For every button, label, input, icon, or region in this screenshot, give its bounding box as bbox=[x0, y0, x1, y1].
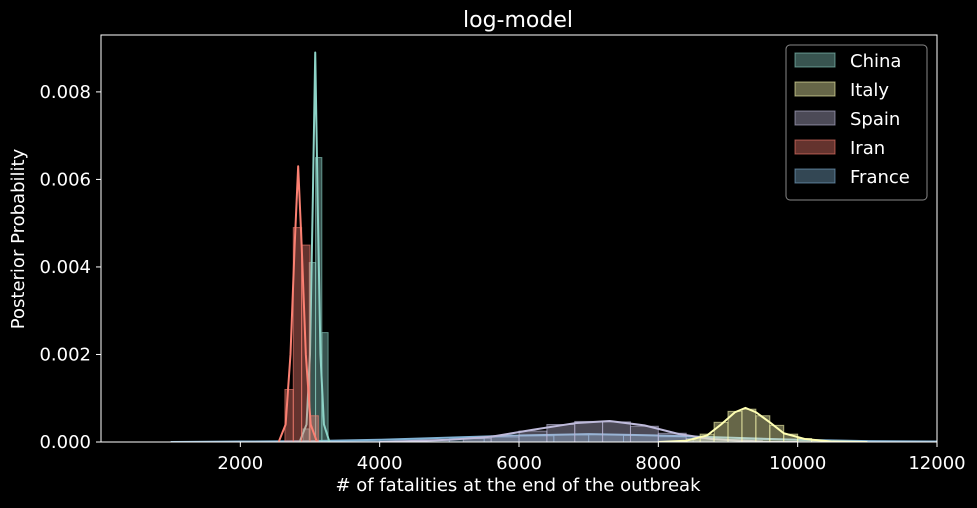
x-tick-label: 12000 bbox=[908, 453, 965, 474]
x-axis-label: # of fatalities at the end of the outbre… bbox=[335, 475, 701, 496]
x-tick-label: 8000 bbox=[635, 453, 681, 474]
y-tick-label: 0.002 bbox=[39, 344, 91, 365]
legend-swatch-china bbox=[795, 53, 835, 67]
legend: China Italy Spain Iran France bbox=[786, 45, 927, 200]
legend-swatch-iran bbox=[795, 140, 835, 154]
y-tick-label: 0.004 bbox=[39, 257, 91, 278]
y-axis-label: Posterior Probability bbox=[8, 148, 29, 329]
x-tick-label: 4000 bbox=[357, 453, 403, 474]
legend-swatch-spain bbox=[795, 111, 835, 125]
x-tick-label: 6000 bbox=[496, 453, 542, 474]
y-tick-label: 0.008 bbox=[39, 82, 91, 103]
legend-label-china: China bbox=[850, 51, 901, 72]
legend-label-italy: Italy bbox=[850, 80, 889, 101]
y-tick-label: 0.006 bbox=[39, 169, 91, 190]
y-tick-label: 0.000 bbox=[39, 432, 91, 453]
legend-label-iran: Iran bbox=[850, 138, 885, 159]
legend-swatch-italy bbox=[795, 82, 835, 96]
legend-swatch-france bbox=[795, 169, 835, 183]
spain-hist-bar bbox=[575, 421, 603, 442]
spain-hist-bar bbox=[519, 431, 547, 442]
spain-hist-bar bbox=[603, 422, 631, 442]
legend-label-france: France bbox=[850, 167, 910, 188]
chart-title: log-model bbox=[463, 8, 573, 33]
x-tick-label: 10000 bbox=[769, 453, 826, 474]
x-tick-label: 2000 bbox=[217, 453, 263, 474]
legend-label-spain: Spain bbox=[850, 109, 900, 130]
italy-hist-bar bbox=[742, 409, 756, 442]
